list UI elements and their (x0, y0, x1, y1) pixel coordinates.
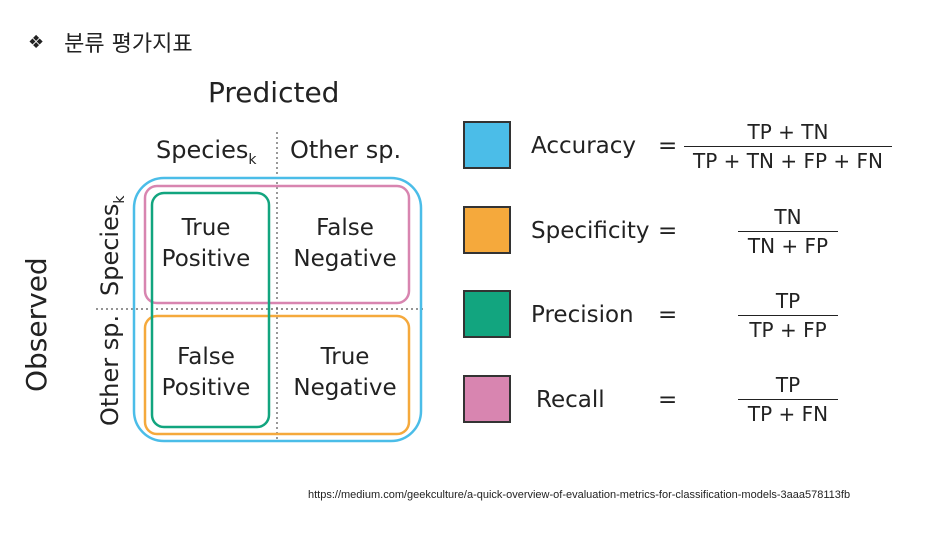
precision-region (150, 191, 271, 429)
precision-label: Precision (531, 302, 634, 328)
row-label-other-sp: Other sp. (96, 314, 124, 426)
accuracy-formula: TP + TN TP + TN + FP + FN (684, 120, 892, 173)
observed-axis-label: Observed (20, 257, 53, 392)
specificity-region (143, 314, 411, 436)
column-label-other-sp: Other sp. (290, 136, 402, 164)
accuracy-region (132, 176, 423, 443)
accuracy-color-swatch (463, 121, 511, 169)
specificity-equals: = (658, 218, 678, 244)
cell-true-negative: True Negative (293, 344, 397, 401)
recall-color-swatch (463, 375, 511, 423)
cell-true-positive: True Positive (161, 215, 251, 272)
row-label-species-k: Speciesk (96, 195, 128, 296)
specificity-color-swatch (463, 206, 511, 254)
specificity-formula: TN TN + FP (738, 205, 838, 258)
specificity-label: Specificity (531, 218, 650, 244)
accuracy-equals: = (658, 133, 678, 159)
precision-equals: = (658, 302, 678, 328)
column-label-species-k: Speciesk (156, 136, 257, 168)
accuracy-label: Accuracy (531, 133, 637, 159)
precision-color-swatch (463, 290, 511, 338)
recall-label: Recall (536, 387, 605, 413)
predicted-axis-label: Predicted (208, 76, 340, 109)
diamond-bullet-icon: ❖ (28, 31, 45, 53)
recall-equals: = (658, 387, 678, 413)
slide-title: 분류 평가지표 (64, 32, 193, 57)
recall-region (143, 184, 411, 305)
cell-false-positive: False Positive (161, 344, 251, 401)
precision-formula: TP TP + FP (738, 289, 838, 342)
recall-formula: TP TP + FN (738, 373, 838, 426)
cell-false-negative: False Negative (293, 215, 397, 272)
source-url-text: https://medium.com/geekculture/a-quick-o… (308, 489, 851, 501)
slide-header: ❖ 분류 평가지표 (28, 26, 193, 58)
